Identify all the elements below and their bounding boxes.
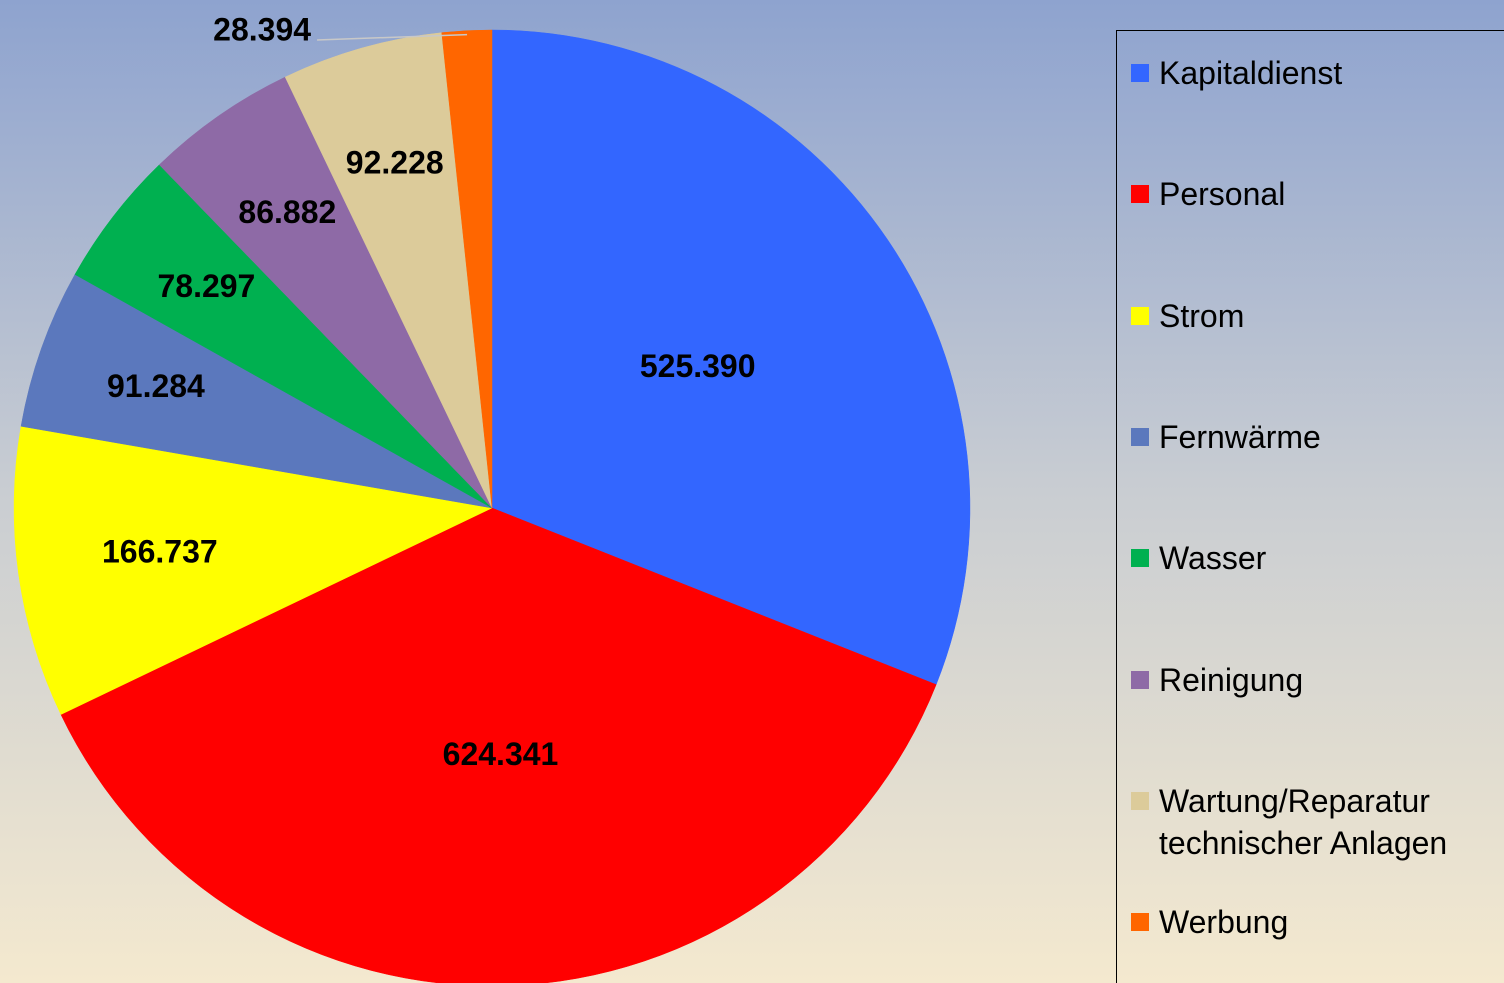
pie-slice <box>491 29 971 685</box>
data-label: 92.228 <box>346 145 444 181</box>
legend-label: Fernwärme <box>1159 419 1321 455</box>
legend-item: Wasser <box>1131 537 1481 579</box>
legend-label: Wasser <box>1159 540 1267 576</box>
legend-item: Kapitaldienst <box>1131 52 1481 94</box>
legend-item: Reinigung <box>1131 659 1481 701</box>
legend-swatch <box>1131 792 1149 810</box>
data-label: 91.284 <box>107 368 205 404</box>
legend-swatch <box>1131 671 1149 689</box>
pie-slice <box>284 32 493 509</box>
legend-swatch <box>1131 549 1149 567</box>
pie-slice <box>441 29 493 509</box>
legend-item: Fernwärme <box>1131 416 1481 458</box>
legend-label: Kapitaldienst <box>1159 55 1343 91</box>
pie-slice <box>13 425 493 715</box>
pie-slice <box>20 274 493 509</box>
pie-slice <box>158 76 493 509</box>
legend-swatch <box>1131 307 1149 325</box>
legend-swatch <box>1131 64 1149 82</box>
data-label: 624.341 <box>443 736 559 772</box>
legend-item: Werbung <box>1131 901 1481 943</box>
pie-slice <box>60 507 937 983</box>
legend-label: Werbung <box>1159 904 1289 940</box>
legend-label: Strom <box>1159 298 1245 334</box>
data-label: 78.297 <box>157 268 255 304</box>
legend: Kapitaldienst Personal Strom Fernwärme Wasse… <box>1116 30 1504 983</box>
legend-label: Personal <box>1159 176 1286 212</box>
legend-swatch <box>1131 185 1149 203</box>
legend-item: Personal <box>1131 173 1481 215</box>
data-label: 166.737 <box>102 533 218 569</box>
legend-swatch <box>1131 913 1149 931</box>
legend-item: Wartung/Reparatur technischer Anlagen <box>1131 780 1481 864</box>
legend-swatch <box>1131 428 1149 446</box>
legend-label: Reinigung <box>1159 662 1304 698</box>
data-label: 28.394 <box>213 11 311 47</box>
legend-label: Wartung/Reparatur technischer Anlagen <box>1159 783 1448 861</box>
leader-line <box>317 33 468 41</box>
legend-item: Strom <box>1131 295 1481 337</box>
data-label: 525.390 <box>640 348 756 384</box>
data-label: 86.882 <box>238 194 336 230</box>
